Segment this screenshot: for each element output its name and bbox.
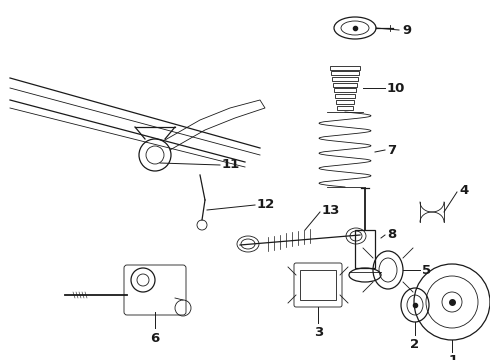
Text: 11: 11: [222, 158, 240, 171]
Text: 3: 3: [314, 327, 323, 339]
Bar: [330, 66, 360, 69]
Bar: [336, 100, 354, 104]
Bar: [333, 83, 357, 87]
Text: 8: 8: [387, 229, 396, 242]
Bar: [300, 270, 336, 300]
Bar: [337, 105, 353, 109]
Bar: [355, 230, 375, 268]
Text: 6: 6: [150, 332, 159, 345]
Text: 9: 9: [402, 23, 411, 36]
Bar: [334, 88, 356, 93]
Text: 5: 5: [422, 264, 431, 276]
Text: 7: 7: [387, 144, 396, 157]
Bar: [332, 77, 358, 81]
Text: 13: 13: [322, 203, 341, 216]
Text: 10: 10: [387, 81, 405, 94]
Bar: [335, 94, 355, 98]
Text: 12: 12: [257, 198, 275, 211]
Text: 2: 2: [410, 338, 419, 351]
Bar: [331, 71, 359, 75]
Text: 1: 1: [449, 354, 458, 360]
Text: 4: 4: [459, 184, 468, 197]
